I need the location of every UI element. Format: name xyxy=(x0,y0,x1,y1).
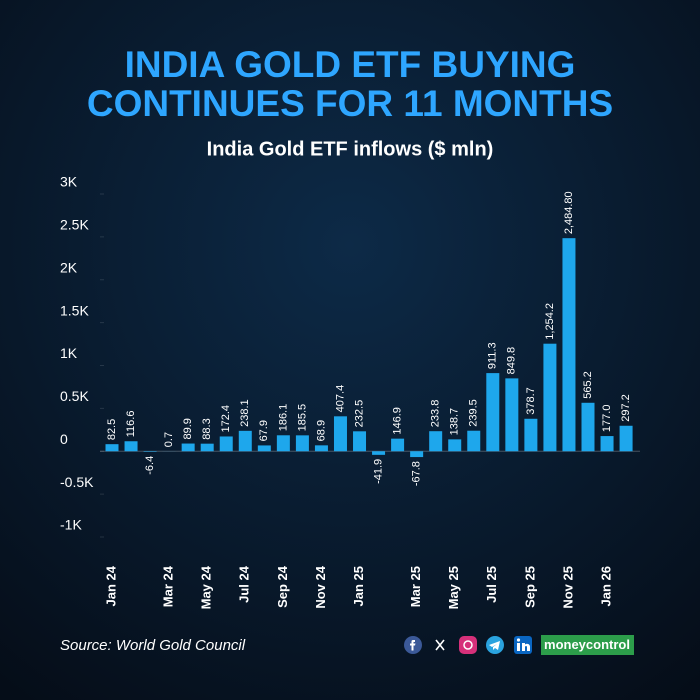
x-tick-label: Jan 24 xyxy=(103,565,118,606)
x-tick-label: Sep 25 xyxy=(522,566,537,608)
bar xyxy=(581,402,595,452)
bar xyxy=(524,418,538,452)
y-tick-label: -0.5K xyxy=(60,474,94,490)
value-label: 407.4 xyxy=(334,385,346,413)
value-label: 233.8 xyxy=(430,400,442,428)
value-label: 89.9 xyxy=(182,418,194,439)
x-tick-label: May 25 xyxy=(446,566,461,609)
y-tick-label: -1K xyxy=(60,517,82,533)
value-label: 177.0 xyxy=(601,405,613,433)
y-tick-label: 0 xyxy=(60,431,68,447)
value-label: 2,484.80 xyxy=(563,191,575,234)
bar xyxy=(276,435,290,452)
value-label: 82.5 xyxy=(106,419,118,440)
value-label: 378.7 xyxy=(525,387,537,415)
bar xyxy=(467,430,481,452)
value-label: 565.2 xyxy=(582,371,594,399)
y-tick-label: 1K xyxy=(60,345,78,361)
bar xyxy=(372,451,386,455)
bar xyxy=(181,443,195,452)
value-label: 186.1 xyxy=(277,404,289,432)
bar xyxy=(429,431,443,452)
y-tick-label: 0.5K xyxy=(60,388,89,404)
bar xyxy=(295,435,309,452)
x-tick-label: Jul 25 xyxy=(484,566,499,603)
linkedin-glyph xyxy=(522,643,530,651)
x-tick-label: Jan 25 xyxy=(351,566,366,606)
value-label: 239.5 xyxy=(468,399,480,427)
brand-logo xyxy=(541,635,634,655)
bar xyxy=(619,425,633,452)
bar xyxy=(333,416,347,452)
bar xyxy=(391,438,405,452)
value-label: 238.1 xyxy=(239,399,251,427)
value-label: 88.3 xyxy=(201,418,213,439)
value-label: 297.2 xyxy=(620,394,632,422)
linkedin-glyph xyxy=(516,638,521,642)
instagram-icon xyxy=(459,636,477,654)
chart-title: CONTINUES FOR 11 MONTHS xyxy=(87,83,613,124)
telegram-glyph xyxy=(489,641,500,650)
bar xyxy=(505,378,519,452)
bar xyxy=(543,343,557,452)
value-label: 232.5 xyxy=(353,400,365,428)
value-label: 1,254.2 xyxy=(544,303,556,340)
bar xyxy=(124,441,138,452)
chart-subtitle: India Gold ETF inflows ($ mln) xyxy=(207,138,494,160)
y-tick-label: 2.5K xyxy=(60,217,89,233)
bar xyxy=(238,430,252,452)
bar xyxy=(105,444,119,452)
value-label: 185.5 xyxy=(296,404,308,432)
bar xyxy=(600,436,614,452)
bar xyxy=(410,451,424,458)
value-label: 911.3 xyxy=(487,342,499,369)
y-tick-label: 2K xyxy=(60,259,78,275)
bar xyxy=(562,238,576,452)
value-label: 172.4 xyxy=(220,405,232,433)
x-tick-label: Nov 25 xyxy=(560,566,575,609)
x-icon xyxy=(435,639,445,651)
bar xyxy=(143,451,157,452)
facebook-glyph xyxy=(410,640,416,651)
x-tick-label: May 24 xyxy=(199,565,214,609)
x-tick-label: Jan 26 xyxy=(598,566,613,606)
value-label: -67.8 xyxy=(411,461,423,486)
instagram-glyph xyxy=(463,640,473,650)
x-tick-label: Mar 24 xyxy=(161,565,176,607)
bar xyxy=(219,436,233,452)
x-tick-label: Sep 24 xyxy=(275,565,290,608)
value-label: 0.7 xyxy=(163,432,175,447)
y-tick-label: 3K xyxy=(60,174,78,190)
bar xyxy=(353,431,367,452)
y-tick-label: 1.5K xyxy=(60,302,89,318)
bar xyxy=(486,373,500,452)
x-tick-label: Jul 24 xyxy=(237,565,252,603)
x-tick-label: Nov 24 xyxy=(313,565,328,608)
value-label: -41.9 xyxy=(372,459,384,484)
value-label: 116.6 xyxy=(125,411,137,438)
value-label: 146.9 xyxy=(392,407,404,435)
value-label: 138.7 xyxy=(449,408,461,436)
social-icons xyxy=(404,636,532,654)
brand: moneycontrol xyxy=(544,637,630,652)
value-label: -6.4 xyxy=(144,456,156,475)
value-label: 849.8 xyxy=(506,347,518,375)
bar xyxy=(314,445,328,452)
chart-title: INDIA GOLD ETF BUYING xyxy=(125,44,576,85)
linkedin-glyph xyxy=(517,643,520,651)
value-label: 68.9 xyxy=(315,420,327,441)
bar xyxy=(200,443,214,452)
x-tick-label: Mar 25 xyxy=(408,566,423,607)
bar xyxy=(448,439,462,452)
value-label: 67.9 xyxy=(258,420,270,441)
source: Source: World Gold Council xyxy=(60,637,246,654)
bar xyxy=(257,445,271,452)
